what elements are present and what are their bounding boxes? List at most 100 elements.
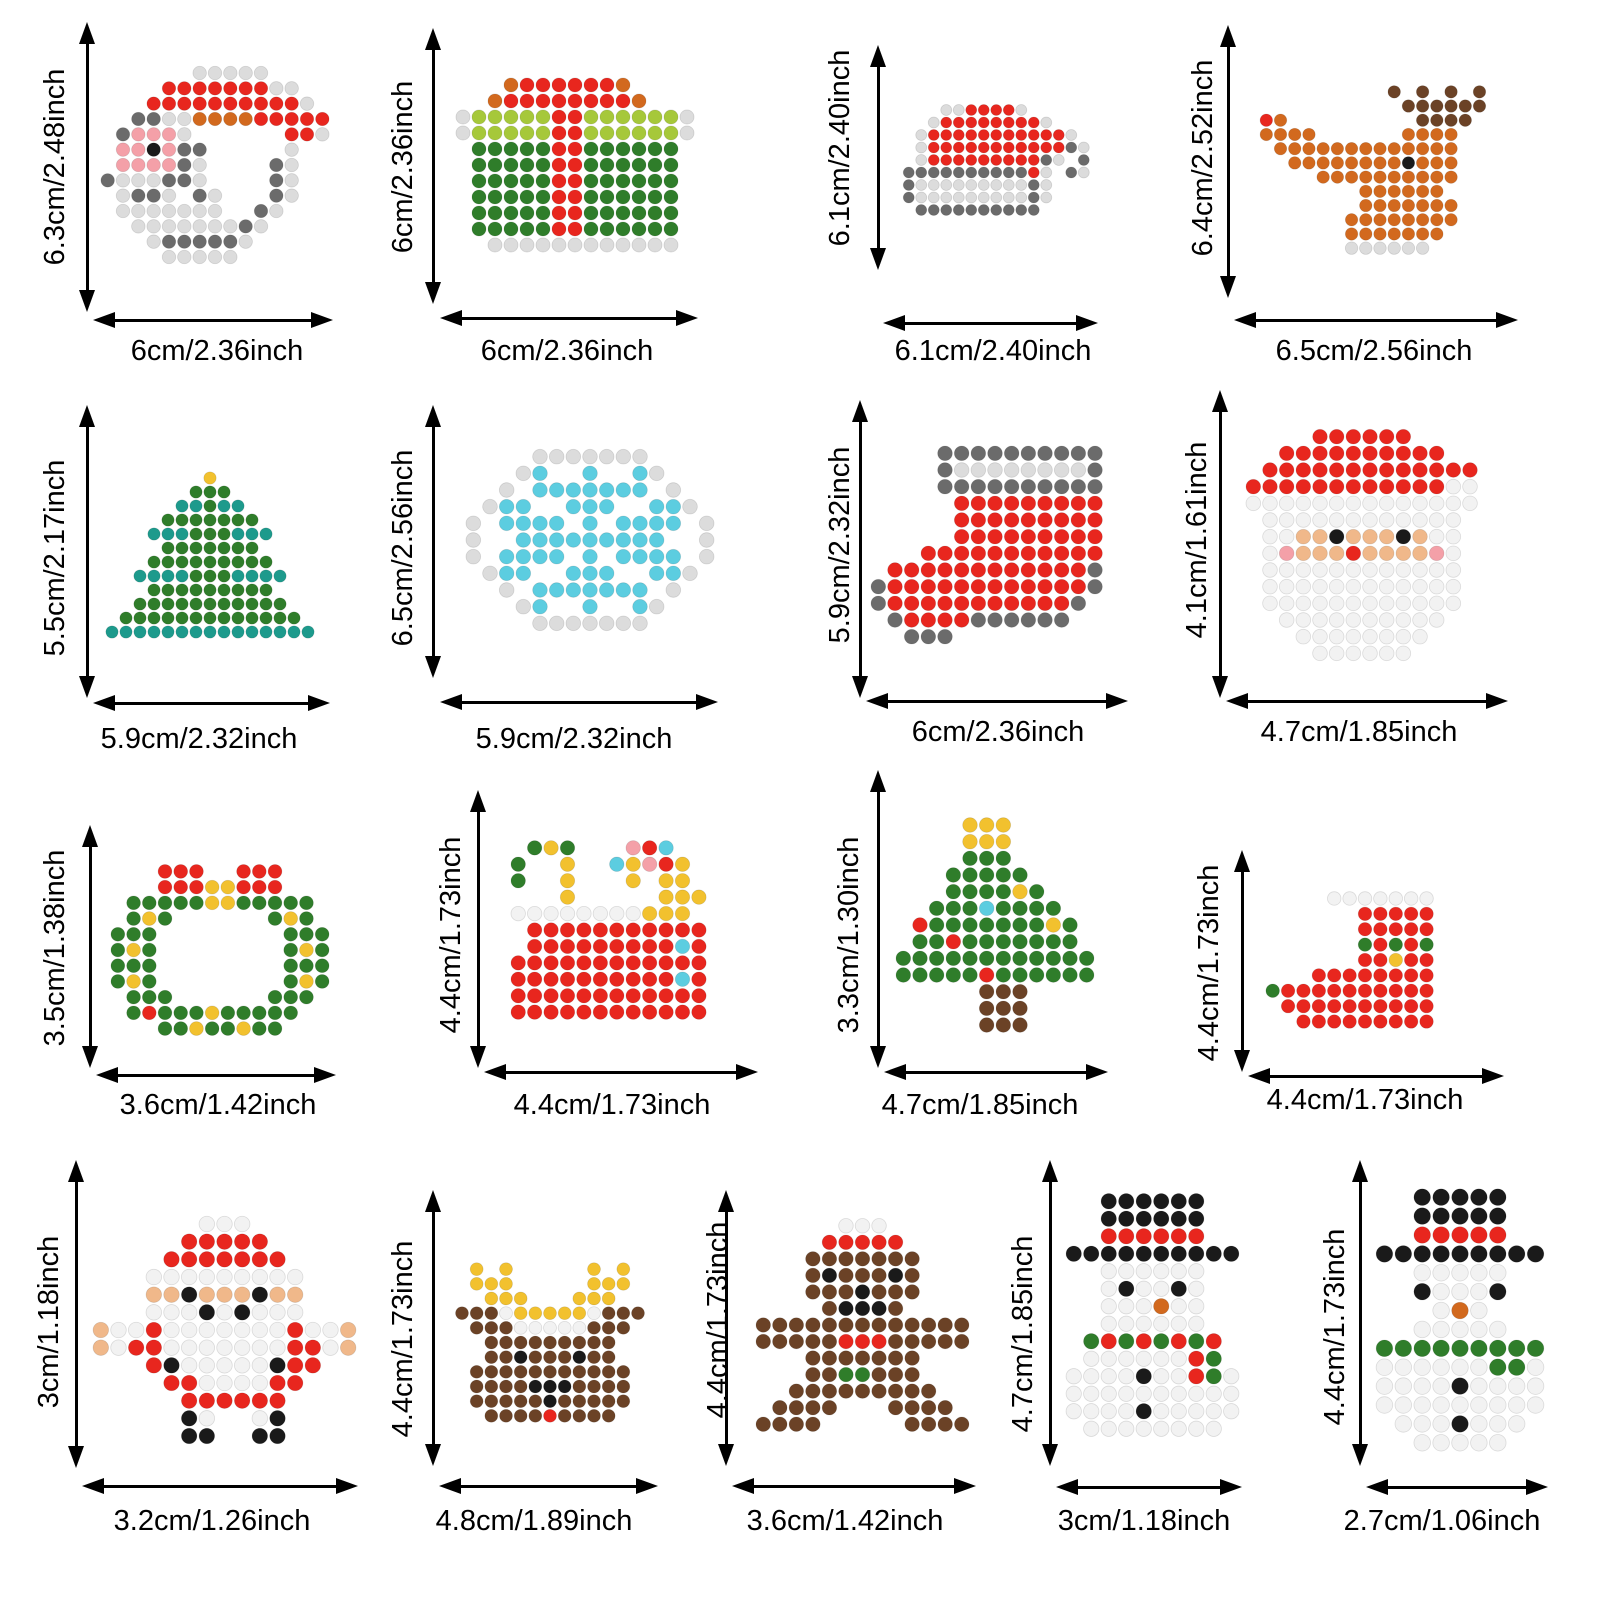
santa-icon bbox=[1245, 428, 1478, 662]
width-label: 4.7cm/1.85inch bbox=[1260, 716, 1458, 748]
height-label: 4.7cm/1.85inch bbox=[1007, 1235, 1039, 1433]
arrow-up-icon bbox=[68, 1160, 84, 1182]
arrow-up-icon bbox=[870, 770, 886, 792]
arrow-left-icon bbox=[440, 694, 462, 710]
height-arrow-line bbox=[1049, 1178, 1052, 1448]
sack-icon bbox=[510, 840, 707, 1020]
arrow-down-icon bbox=[718, 1444, 734, 1466]
height-arrow-line bbox=[477, 808, 480, 1050]
width-label: 6cm/2.36inch bbox=[480, 335, 654, 367]
stocking-icon bbox=[1265, 891, 1434, 1029]
arrow-right-icon bbox=[1496, 312, 1518, 328]
arrow-left-icon bbox=[1248, 1068, 1270, 1084]
stocking-icon bbox=[870, 445, 1103, 645]
arrow-down-icon bbox=[870, 1046, 886, 1068]
arrow-down-icon bbox=[1352, 1444, 1368, 1466]
height-label: 4.4cm/1.73inch bbox=[1319, 1228, 1351, 1426]
arrow-up-icon bbox=[852, 400, 868, 422]
width-arrow-line bbox=[902, 1071, 1090, 1074]
arrow-right-icon bbox=[696, 694, 718, 710]
arrow-right-icon bbox=[311, 312, 333, 328]
height-arrow-line bbox=[86, 40, 89, 294]
width-arrow-line bbox=[114, 1074, 318, 1077]
snowman-icon bbox=[1375, 1188, 1545, 1452]
tree-icon bbox=[895, 817, 1095, 1033]
width-arrow-line bbox=[502, 1071, 740, 1074]
arrow-right-icon bbox=[314, 1067, 336, 1083]
width-label: 6cm/2.36inch bbox=[911, 716, 1085, 748]
arrow-right-icon bbox=[1220, 1479, 1242, 1495]
arrow-down-icon bbox=[425, 282, 441, 304]
height-arrow-line bbox=[1359, 1178, 1362, 1448]
height-arrow-line bbox=[75, 1178, 78, 1450]
arrow-up-icon bbox=[425, 1190, 441, 1212]
arrow-right-icon bbox=[1076, 315, 1098, 331]
width-label: 4.7cm/1.85inch bbox=[881, 1089, 1079, 1121]
arrow-down-icon bbox=[425, 1444, 441, 1466]
reindeer-icon bbox=[455, 1262, 645, 1423]
height-label: 4.4cm/1.73inch bbox=[702, 1221, 734, 1419]
arrow-up-icon bbox=[718, 1190, 734, 1212]
height-label: 4.4cm/1.73inch bbox=[387, 1240, 419, 1438]
arrow-up-icon bbox=[425, 28, 441, 50]
width-label: 5.9cm/2.32inch bbox=[100, 723, 298, 755]
arrow-left-icon bbox=[1366, 1479, 1388, 1495]
arrow-down-icon bbox=[1212, 676, 1228, 698]
arrow-down-icon bbox=[470, 1046, 486, 1068]
height-label: 5.5cm/2.17inch bbox=[39, 459, 71, 657]
height-label: 6.3cm/2.48inch bbox=[39, 68, 71, 266]
reindeer-icon bbox=[1259, 85, 1487, 255]
snowman-icon bbox=[1065, 1193, 1240, 1437]
height-label: 3cm/1.18inch bbox=[33, 1235, 65, 1409]
arrow-down-icon bbox=[82, 1046, 98, 1068]
arrow-left-icon bbox=[484, 1064, 506, 1080]
arrow-down-icon bbox=[870, 248, 886, 270]
arrow-up-icon bbox=[425, 405, 441, 427]
arrow-up-icon bbox=[870, 45, 886, 67]
arrow-right-icon bbox=[736, 1064, 758, 1080]
height-label: 4.1cm/1.61inch bbox=[1181, 441, 1213, 639]
width-arrow-line bbox=[100, 1485, 340, 1488]
arrow-right-icon bbox=[1486, 693, 1508, 709]
arrow-right-icon bbox=[1482, 1068, 1504, 1084]
height-arrow-line bbox=[432, 423, 435, 660]
arrow-right-icon bbox=[308, 695, 330, 711]
arrow-up-icon bbox=[1212, 390, 1228, 412]
width-arrow-line bbox=[1384, 1486, 1530, 1489]
width-label: 6.5cm/2.56inch bbox=[1275, 335, 1473, 367]
height-arrow-line bbox=[1227, 43, 1230, 280]
width-label: 6.1cm/2.40inch bbox=[894, 335, 1092, 367]
height-arrow-line bbox=[86, 423, 89, 680]
height-arrow-line bbox=[725, 1208, 728, 1448]
arrow-right-icon bbox=[1526, 1479, 1548, 1495]
arrow-down-icon bbox=[1042, 1444, 1058, 1466]
arrow-up-icon bbox=[82, 825, 98, 847]
width-label: 4.4cm/1.73inch bbox=[1266, 1084, 1464, 1116]
arrow-down-icon bbox=[79, 290, 95, 312]
width-arrow-line bbox=[111, 319, 315, 322]
height-arrow-line bbox=[89, 843, 92, 1050]
height-arrow-line bbox=[432, 46, 435, 286]
width-arrow-line bbox=[458, 317, 680, 320]
height-label: 3.5cm/1.38inch bbox=[39, 849, 71, 1047]
width-arrow-line bbox=[458, 701, 700, 704]
width-arrow-line bbox=[457, 1485, 640, 1488]
height-label: 3.3cm/1.30inch bbox=[833, 836, 865, 1034]
width-arrow-line bbox=[750, 1485, 958, 1488]
width-label: 4.8cm/1.89inch bbox=[435, 1505, 633, 1537]
height-arrow-line bbox=[877, 63, 880, 252]
width-label: 6cm/2.36inch bbox=[130, 335, 304, 367]
arrow-left-icon bbox=[883, 315, 905, 331]
snowflake-icon bbox=[465, 448, 715, 632]
arrow-left-icon bbox=[1226, 693, 1248, 709]
arrow-down-icon bbox=[425, 656, 441, 678]
height-arrow-line bbox=[1219, 408, 1222, 680]
arrow-down-icon bbox=[68, 1446, 84, 1468]
gingerbread-icon bbox=[755, 1218, 970, 1432]
height-arrow-line bbox=[859, 418, 862, 680]
arrow-right-icon bbox=[954, 1478, 976, 1494]
arrow-right-icon bbox=[1106, 693, 1128, 709]
arrow-left-icon bbox=[1056, 1479, 1078, 1495]
arrow-left-icon bbox=[440, 310, 462, 326]
width-label: 3.6cm/1.42inch bbox=[746, 1505, 944, 1537]
